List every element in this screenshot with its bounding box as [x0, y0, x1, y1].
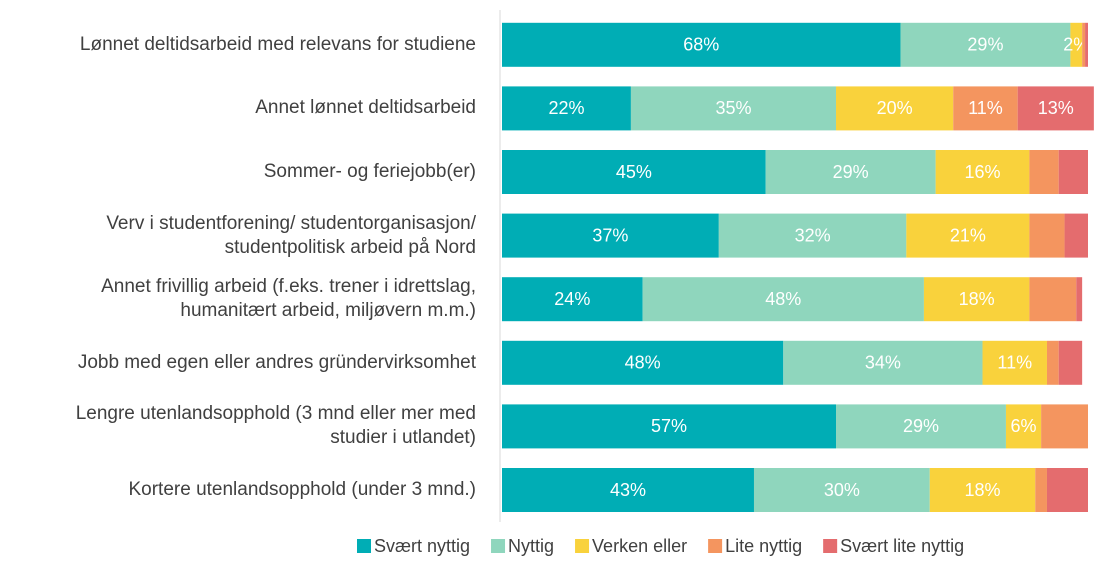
bar-segment — [502, 150, 766, 194]
value-label: 11% — [997, 353, 1032, 373]
bar-segment — [1046, 468, 1088, 512]
bar-segment — [1005, 404, 1042, 449]
bar-segment — [1085, 22, 1088, 67]
bar-segment — [906, 213, 1030, 258]
value-label: 34% — [865, 353, 901, 373]
value-label: 37% — [592, 225, 628, 245]
category-label: Lengre utenlandsopphold (3 mnd eller mer… — [75, 403, 476, 449]
bar-segment — [502, 86, 631, 131]
legend-label: Verken eller — [592, 536, 687, 556]
bar-segment — [1064, 213, 1088, 258]
bar-segment — [642, 277, 924, 322]
bar-segment — [1041, 404, 1088, 449]
value-label: 21% — [950, 225, 986, 245]
value-label: 30% — [824, 480, 860, 500]
bar-segment — [1029, 277, 1077, 322]
value-label: 45% — [616, 162, 652, 182]
category-label: Annet lønnet deltidsarbeid — [255, 97, 476, 119]
bar-segment — [982, 340, 1047, 385]
value-label: 16% — [965, 162, 1001, 182]
value-label: 29% — [833, 162, 869, 182]
bar-segment — [1070, 22, 1083, 67]
legend-label: Svært nyttig — [374, 536, 470, 556]
value-label: 48% — [765, 289, 801, 309]
bar-segment — [502, 468, 754, 512]
category-label: Sommer- og feriejobb(er) — [263, 161, 476, 182]
bar-segment — [502, 213, 719, 258]
value-label: 68% — [683, 35, 719, 55]
legend-label: Svært lite nyttig — [840, 536, 964, 556]
category-label: Lønnet deltidsarbeid med relevans for st… — [79, 33, 476, 55]
bar-segment — [935, 150, 1030, 194]
value-label: 29% — [903, 416, 939, 436]
value-label: 57% — [651, 416, 687, 436]
bar-segment — [1035, 468, 1047, 512]
bar-segment — [1058, 150, 1088, 194]
value-label: 11% — [968, 98, 1003, 118]
category-label: Kortere utenlandsopphold (under 3 mnd.) — [128, 479, 476, 500]
legend-swatch — [357, 539, 371, 553]
bar-segment — [502, 22, 901, 67]
bar-segment — [502, 277, 643, 322]
bar-segment — [900, 22, 1071, 67]
bar-segment — [1082, 22, 1086, 67]
bar-segment — [953, 86, 1018, 131]
bar-segment — [1029, 213, 1065, 258]
value-label: 32% — [795, 225, 831, 245]
legend-swatch — [491, 539, 506, 553]
value-label: 43% — [610, 480, 646, 500]
bar-segment — [923, 277, 1030, 322]
value-label: 6% — [1011, 416, 1037, 436]
bar-segment — [502, 340, 784, 385]
value-label: 24% — [554, 289, 590, 309]
bar-segment — [765, 150, 936, 194]
bar-segment — [718, 213, 907, 258]
legend-swatch — [823, 539, 838, 553]
category-label: Jobb med egen eller andres gründervirkso… — [77, 351, 476, 373]
value-label: 22% — [548, 98, 584, 118]
legend-swatch — [708, 539, 723, 553]
value-label: 48% — [625, 353, 661, 373]
legend-swatch — [575, 539, 590, 553]
value-label: 35% — [715, 98, 751, 118]
legend-label: Nyttig — [508, 536, 554, 556]
category-label: Verv i studentforening/ studentorganisas… — [106, 212, 476, 258]
value-label: 18% — [965, 480, 1001, 500]
bar-segment — [929, 468, 1036, 512]
bar-segment — [1029, 150, 1059, 194]
bar-segment — [783, 340, 983, 385]
bar-segment — [836, 404, 1006, 449]
bar-segment — [630, 86, 837, 131]
bar-segment — [753, 468, 930, 512]
value-label: 20% — [877, 98, 913, 118]
bar-segment — [1058, 340, 1083, 385]
value-label: 18% — [959, 289, 995, 309]
bar-segment — [1017, 86, 1094, 131]
bar-segment — [502, 404, 837, 449]
bar-segment — [1046, 340, 1059, 385]
bar-segment — [1076, 277, 1083, 322]
bar-segment — [836, 86, 954, 131]
legend-label: Lite nyttig — [725, 536, 802, 556]
value-label: 13% — [1038, 98, 1074, 118]
value-label: 29% — [967, 35, 1003, 55]
category-label: Annet frivillig arbeid (f.eks. trener i … — [101, 276, 476, 322]
